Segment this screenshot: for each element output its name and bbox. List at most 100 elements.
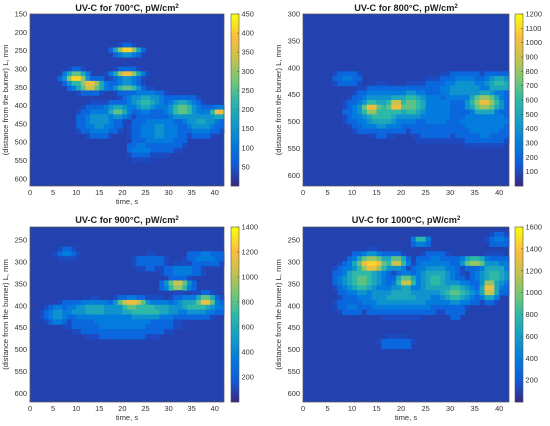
heatmap-cell (499, 143, 505, 149)
heatmap-cell (76, 251, 82, 257)
heatmap-cell (381, 270, 387, 277)
colorbar-tick-label: 800 (526, 67, 538, 76)
heatmap-cell (440, 265, 446, 272)
heatmap-cell (140, 90, 146, 96)
heatmap-cell (445, 71, 451, 77)
colorbar-tick-label: 700 (526, 81, 538, 90)
heatmap-cell (191, 100, 197, 106)
colorbar-step (231, 319, 239, 324)
colorbar-step (231, 289, 239, 294)
heatmap-cell (140, 147, 146, 154)
heatmap-cell (489, 265, 495, 272)
heatmap-cell (376, 285, 382, 291)
colorbar-step (515, 322, 523, 326)
heatmap-cell (205, 133, 211, 139)
heatmap-cell (396, 256, 402, 262)
heatmap-cell (420, 128, 427, 134)
heatmap-cell (474, 114, 481, 120)
heatmap-cell (440, 304, 446, 311)
heatmap-cell (108, 114, 114, 120)
heatmap-cell (371, 251, 378, 257)
heatmap-cell (131, 299, 137, 306)
colorbar-step (231, 89, 239, 93)
heatmap-cell (474, 90, 481, 96)
heatmap-cell (205, 290, 211, 296)
heatmap-cell (474, 104, 481, 111)
heatmap-cell (435, 309, 441, 315)
heatmap-cell (352, 80, 358, 87)
heatmap-cell (396, 104, 402, 111)
heatmap-cell (356, 114, 363, 120)
colorbar-step (515, 325, 523, 329)
heatmap-cell (200, 309, 207, 315)
heatmap-cell (386, 119, 392, 125)
heatmap-cell (136, 114, 142, 120)
colorbar-step (231, 102, 239, 106)
heatmap-cell (469, 265, 476, 272)
heatmap-cell (440, 109, 446, 115)
heatmap-cell (99, 90, 105, 96)
heatmap-cell (499, 256, 505, 262)
heatmap-cell (401, 343, 407, 350)
heatmap-cell (361, 109, 368, 115)
heatmap-cell (479, 85, 485, 91)
heatmap-cell (90, 80, 96, 87)
heatmap-cell (131, 324, 137, 330)
heatmap-cell (168, 299, 174, 306)
heatmap-cell (191, 270, 197, 277)
heatmap-cell (191, 119, 197, 125)
heatmap-cell (182, 275, 188, 281)
heatmap-cell (136, 123, 142, 130)
heatmap-cell (159, 138, 165, 144)
heatmap-cell (391, 295, 397, 301)
heatmap-cell (391, 261, 397, 267)
heatmap-cell (361, 256, 368, 262)
heatmap-cell (140, 324, 146, 330)
heatmap-cell (145, 333, 151, 340)
heatmap-cell (113, 52, 119, 58)
heatmap-cell (219, 123, 225, 130)
heatmap-cell (131, 80, 137, 87)
heatmap-cell (504, 114, 510, 120)
heatmap-cell (122, 104, 128, 111)
heatmap-cell (376, 100, 382, 106)
heatmap-cell (113, 47, 119, 53)
heatmap-cell (150, 251, 156, 257)
heatmap-cell (131, 319, 137, 325)
heatmap-cell (450, 138, 456, 144)
heatmap-cell (57, 314, 63, 320)
heatmap-cell (173, 280, 179, 286)
colorbar-step (231, 243, 239, 247)
heatmap-cell (459, 100, 466, 106)
heatmap-cell (401, 304, 407, 311)
heatmap-cell (85, 314, 91, 320)
heatmap-cell (108, 333, 114, 340)
heatmap-cell (361, 285, 368, 291)
heatmap-cell (210, 104, 216, 111)
heatmap-cell (420, 133, 427, 139)
heatmap-cell (108, 309, 114, 315)
heatmap-cell (504, 290, 510, 296)
heatmap-cell (406, 275, 412, 281)
heatmap-cell (401, 290, 407, 296)
heatmap-cell (154, 329, 160, 335)
heatmap-cell (371, 123, 378, 130)
heatmap-cell (415, 85, 422, 91)
heatmap-cell (337, 295, 343, 301)
heatmap-cell (99, 133, 105, 139)
heatmap-cell (391, 104, 397, 111)
heatmap-cell (464, 138, 471, 144)
heatmap-cell (62, 80, 68, 87)
heatmap-cell (90, 119, 96, 125)
heatmap-cell (415, 295, 422, 301)
heatmap-cell (381, 299, 387, 306)
heatmap-cell (163, 95, 170, 101)
heatmap-cell (356, 104, 363, 111)
heatmap-cell (494, 290, 500, 296)
heatmap-cell (499, 265, 505, 272)
heatmap-cell (440, 290, 446, 296)
heatmap-cell (381, 304, 387, 311)
heatmap-cell (415, 119, 422, 125)
heatmap-cell (113, 71, 119, 77)
heatmap-cell (173, 261, 179, 267)
